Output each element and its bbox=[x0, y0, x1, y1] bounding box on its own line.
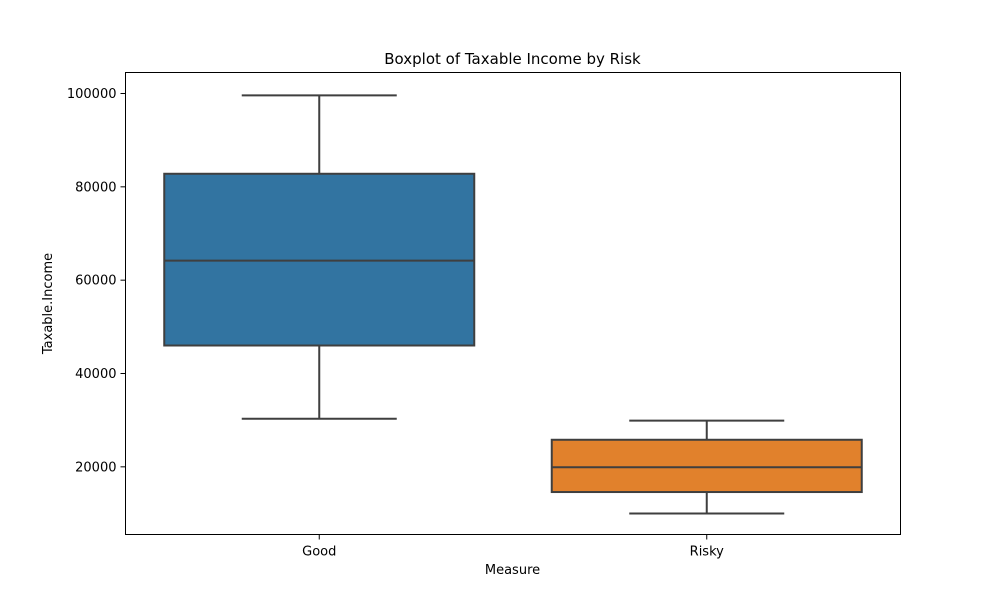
box-good bbox=[163, 94, 476, 420]
y-tick-label: 60000 bbox=[75, 274, 116, 289]
y-tick-label: 100000 bbox=[67, 87, 117, 102]
plot-frame bbox=[125, 72, 901, 535]
x-axis: Good Risky bbox=[302, 534, 724, 560]
box-body bbox=[550, 438, 863, 494]
y-tick-label: 20000 bbox=[75, 460, 116, 475]
y-tick-label: 40000 bbox=[75, 367, 116, 382]
y-axis: 20000 40000 60000 80000 100000 bbox=[67, 87, 126, 475]
chart-title: Boxplot of Taxable Income by Risk bbox=[384, 50, 641, 68]
y-axis-label: Taxable.Income bbox=[41, 253, 56, 355]
x-axis-label: Measure bbox=[485, 563, 540, 578]
y-tick-label: 80000 bbox=[75, 180, 116, 195]
x-tick-label: Risky bbox=[690, 545, 724, 560]
x-tick-label: Good bbox=[302, 545, 336, 560]
box-risky bbox=[550, 419, 863, 515]
box-group bbox=[163, 94, 863, 515]
